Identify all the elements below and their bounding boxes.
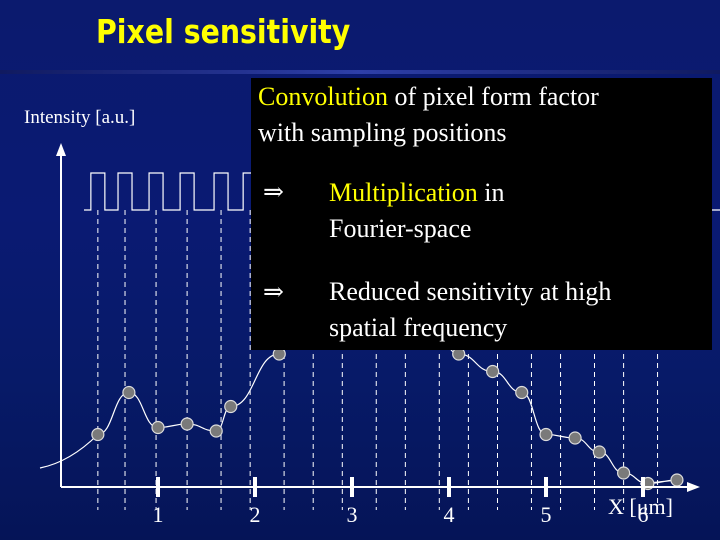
data-point xyxy=(151,420,165,435)
implies-arrow-1: ⇒ xyxy=(263,177,284,206)
x-tick-label: 6 xyxy=(638,502,649,527)
data-point xyxy=(616,466,631,480)
implies-arrow-2: ⇒ xyxy=(263,277,284,306)
x-tick-label: 1 xyxy=(153,502,164,527)
x-tick-label: 3 xyxy=(347,502,358,527)
explanation-box: Convolution of pixel form factor with sa… xyxy=(251,78,712,350)
y-axis-arrow xyxy=(56,143,66,156)
data-point xyxy=(486,364,500,379)
data-point xyxy=(515,385,529,400)
bullet-reduced-sensitivity: Reduced sensitivity at high spatial frequ… xyxy=(329,274,611,346)
bullet-2-rest: Reduced sensitivity at high xyxy=(329,277,612,306)
x-tick-label: 4 xyxy=(444,502,455,527)
x-tick-label: 5 xyxy=(541,502,552,527)
data-point xyxy=(670,473,684,487)
x-axis-arrow xyxy=(687,482,700,492)
data-point xyxy=(209,424,223,438)
box-line-2: with sampling positions xyxy=(258,118,507,147)
data-point xyxy=(539,427,553,442)
y-axis-label: Intensity [a.u.] xyxy=(24,107,136,128)
data-point xyxy=(122,385,136,400)
data-point xyxy=(224,399,238,414)
slide-title: Pixel sensitivity xyxy=(96,12,351,51)
x-tick-label: 2 xyxy=(250,502,261,527)
title-divider xyxy=(0,70,720,74)
bullet-multiplication: Multiplication in Fourier-space xyxy=(329,175,505,247)
data-point xyxy=(180,417,194,431)
data-point xyxy=(568,431,582,445)
bullet-1-rest: in xyxy=(477,178,505,207)
multiplication-highlight: Multiplication xyxy=(329,178,478,207)
convolution-highlight: Convolution xyxy=(258,82,389,111)
x-axis-label: X [μm] xyxy=(608,494,673,519)
bullet-2-line-2: spatial frequency xyxy=(329,313,508,342)
box-line-1: Convolution of pixel form factor xyxy=(258,82,599,112)
x-axis-ticks: 1 2 3 4 5 6 xyxy=(153,477,649,527)
data-point xyxy=(91,427,105,442)
bullet-1-line-2: Fourier-space xyxy=(329,214,472,243)
box-line-1-rest: of pixel form factor xyxy=(388,82,599,111)
data-point xyxy=(592,445,606,459)
